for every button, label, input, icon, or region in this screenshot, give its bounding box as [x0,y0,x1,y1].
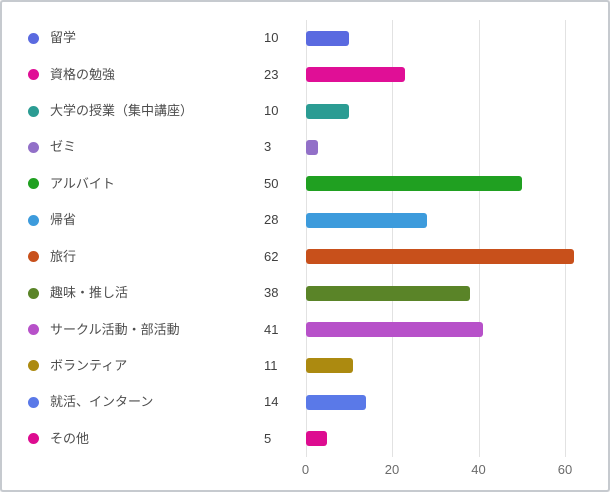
legend-color-dot [28,433,39,445]
data-bar [305,249,574,265]
data-bar [305,212,427,228]
legend-value-label: 14 [264,394,279,410]
legend-category-label: その他 [50,430,90,446]
legend-color-dot [28,287,39,299]
legend-category-label: 資格の勉強 [50,66,116,82]
legend-color-dot [28,360,39,372]
x-gridline [478,20,480,457]
x-axis-tick-label: 40 [471,462,486,477]
legend-color-dot [28,32,39,44]
legend-category-label: 大学の授業（集中講座） [50,103,194,119]
legend-value-label: 10 [264,103,279,119]
legend-category-label: 帰省 [50,212,77,228]
data-bar [305,285,470,301]
data-bar [305,322,483,338]
x-gridline [565,20,566,457]
legend-value-label: 41 [264,321,279,337]
legend-value-label: 62 [264,248,279,264]
legend-color-dot [28,69,39,81]
legend-value-label: 38 [264,285,279,301]
legend-category-label: 留学 [50,30,77,46]
x-axis-tick-label: 0 [301,462,310,477]
legend-value-label: 23 [264,66,279,82]
legend-category-label: 就活、インターン [50,394,154,410]
legend-category-label: ゼミ [50,139,77,155]
legend-category-label: サークル活動・部活動 [50,321,180,337]
legend-color-dot [28,141,39,153]
legend-color-dot [28,324,39,336]
legend-value-label: 50 [264,175,279,191]
legend-value-label: 11 [264,357,278,373]
legend-value-label: 28 [264,212,279,228]
data-bar [305,30,349,46]
legend-value-label: 5 [264,430,272,446]
x-axis-tick-label: 20 [384,462,400,477]
data-bar [305,358,354,374]
legend-category-label: 趣味・推し活 [50,285,129,301]
legend-color-dot [28,396,39,408]
legend-color-dot [28,214,39,226]
x-gridline [305,20,307,457]
legend-category-label: アルバイト [50,175,115,191]
x-gridline [392,20,393,457]
data-bar [305,176,522,192]
data-bar [305,139,319,155]
legend-category-label: ボランティア [50,357,128,373]
legend-color-dot [28,105,39,117]
data-bar [305,103,349,119]
data-bar [305,394,367,410]
legend-color-dot [28,251,39,263]
data-bar [305,67,405,83]
legend-category-label: 旅行 [50,248,77,264]
legend-value-label: 3 [264,139,272,155]
legend-value-label: 10 [264,30,279,46]
legend-color-dot [28,178,39,190]
x-axis-tick-label: 60 [557,462,573,477]
data-bar [305,431,328,447]
